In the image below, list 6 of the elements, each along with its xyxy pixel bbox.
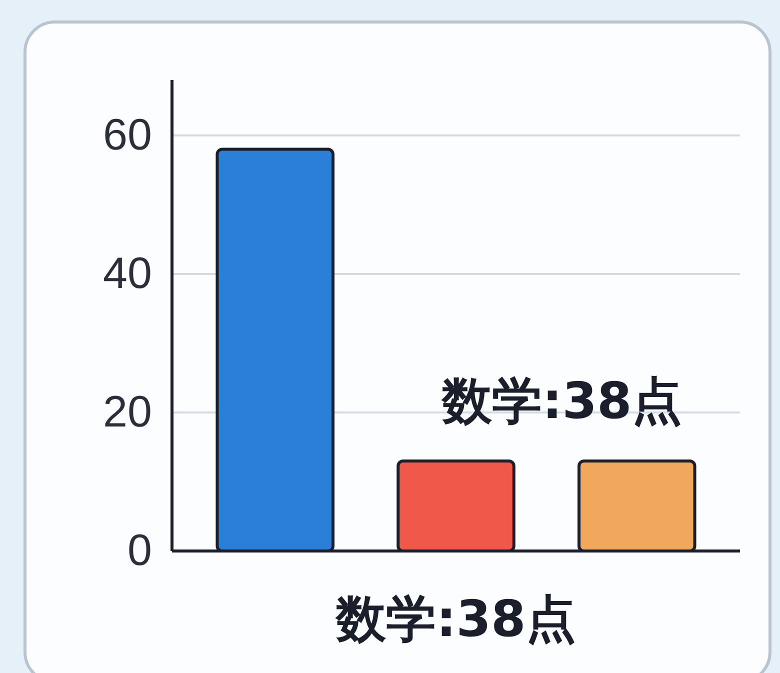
y-tick-label: 40 [103, 249, 152, 298]
y-tick-label: 60 [103, 110, 152, 160]
annotation: 数学:38点 [441, 372, 682, 430]
y-tick-label: 20 [103, 388, 152, 437]
text: 数学:38点 [335, 590, 576, 648]
y-tick-label: 0 [128, 526, 152, 576]
